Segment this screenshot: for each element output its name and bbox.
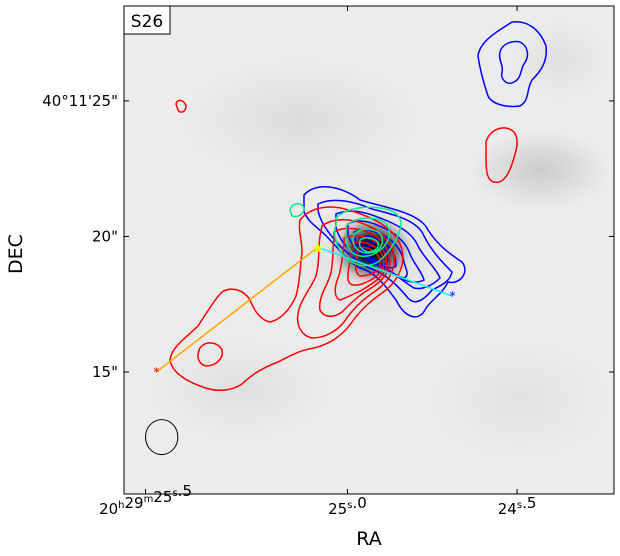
background-image [124,6,614,494]
green-contour [334,206,402,267]
y-tick-label: 15" [92,363,118,381]
outflow-axes: * * ★ [153,238,455,379]
x-tick-label: 24s.5 [498,494,537,518]
blue-contour [347,220,425,283]
outflow-endpoint-star: * [153,365,159,379]
contour-layer [169,21,548,391]
x-tick-label: 20h29m25s.5 [99,482,192,518]
green-contour [352,228,384,254]
red-contour [169,206,404,391]
red-contour [197,342,224,367]
beam-ellipse [145,419,179,456]
red-contour [318,227,391,317]
source-star: ★ [311,238,325,257]
tick-labels: 20h29m25s.5 25s.0 24s.5 40°11'25" 20" 15" [42,92,536,518]
panel-label: S26 [131,12,163,32]
panel-label-box [123,5,171,35]
x-axis-label: RA [356,528,381,550]
y-tick-label: 20" [92,227,118,245]
outflow-axis-redshifted [155,246,319,373]
y-tick-label: 40°11'25" [42,92,118,110]
y-axis-label: DEC [5,234,27,274]
red-contour [485,127,518,184]
red-contour [175,99,187,113]
outflow-axis-blueshifted [317,246,453,297]
x-tick-label: 25s.0 [328,494,367,518]
green-contour [344,217,391,258]
blue-contour [498,40,529,84]
blue-contour [477,21,548,108]
plot-frame [123,5,615,495]
green-contour [358,237,380,253]
red-contour [334,235,388,301]
green-contour [289,203,305,218]
outflow-endpoint-star: * [449,289,455,303]
blue-contour [317,199,453,303]
